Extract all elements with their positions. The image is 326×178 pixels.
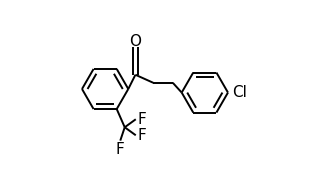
Text: F: F [137,128,146,143]
Text: F: F [115,142,124,157]
Text: O: O [129,34,141,49]
Text: Cl: Cl [232,85,247,100]
Text: F: F [137,112,146,127]
